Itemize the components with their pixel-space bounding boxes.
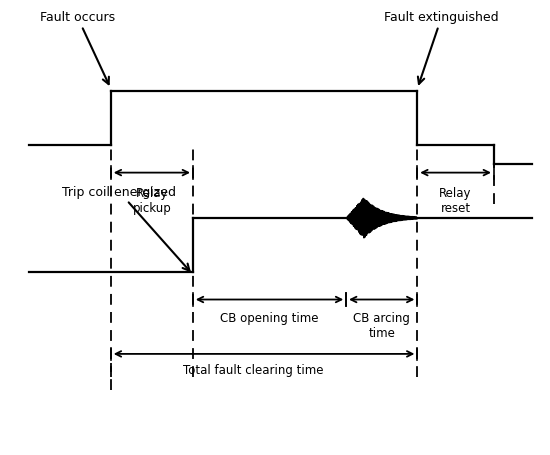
Text: Relay
pickup: Relay pickup — [133, 187, 171, 215]
Text: CB arcing
time: CB arcing time — [353, 311, 410, 339]
Text: Total fault clearing time: Total fault clearing time — [183, 363, 323, 376]
Text: CB opening time: CB opening time — [221, 311, 319, 324]
Text: Trip coil energized: Trip coil energized — [62, 185, 190, 271]
Text: Fault extinguished: Fault extinguished — [384, 11, 499, 85]
Text: Relay
reset: Relay reset — [439, 187, 472, 215]
Text: Fault occurs: Fault occurs — [40, 11, 115, 85]
